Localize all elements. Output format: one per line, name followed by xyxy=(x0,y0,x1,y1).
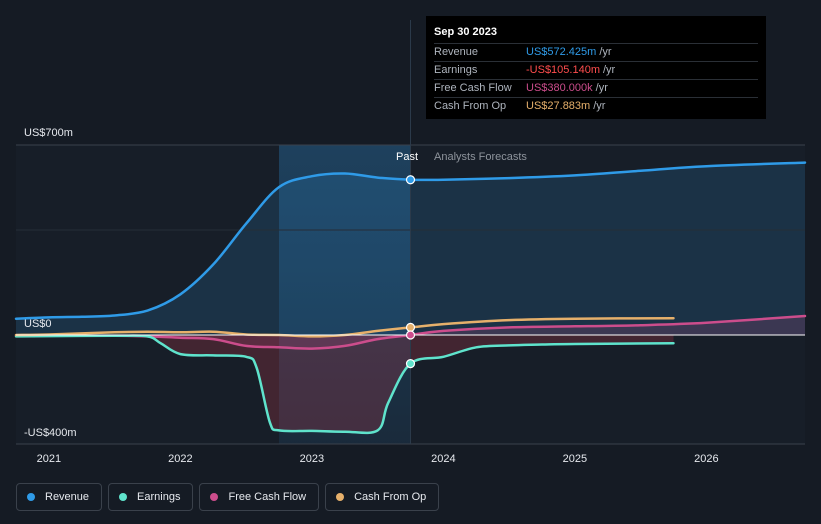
forecast-label: Analysts Forecasts xyxy=(434,151,527,163)
legend-label: Free Cash Flow xyxy=(228,491,307,503)
x-tick-label: 2025 xyxy=(563,453,587,465)
area-earnings xyxy=(16,335,674,433)
area-free-cash-flow xyxy=(16,316,805,349)
legend-item-cash-from-op[interactable]: Cash From Op xyxy=(325,483,440,511)
legend-label: Cash From Op xyxy=(354,491,427,503)
tooltip-unit: /yr xyxy=(595,82,608,94)
tooltip-name: Revenue xyxy=(434,46,479,58)
past-label: Past xyxy=(396,151,418,163)
y-tick-label-zero: US$0 xyxy=(24,318,52,330)
legend-item-revenue[interactable]: Revenue xyxy=(16,483,103,511)
tooltip-value: US$27.883m xyxy=(526,100,591,112)
marker-revenue xyxy=(405,175,416,185)
series-line-earnings xyxy=(14,334,675,435)
legend-dot-icon xyxy=(27,493,35,501)
tooltip: Sep 30 2023 Revenue US$572.425m /yr Earn… xyxy=(426,16,766,119)
tooltip-value: US$380.000k xyxy=(526,82,593,94)
legend-dot-icon xyxy=(210,493,219,501)
legend-label: Revenue xyxy=(45,491,90,503)
x-tick-label: 2023 xyxy=(300,453,324,465)
tooltip-value: US$572.425m xyxy=(526,46,597,58)
x-tick-label: 2024 xyxy=(431,453,455,465)
y-tick-label-top: US$700m xyxy=(24,127,73,139)
legend-item-free-cash-flow[interactable]: Free Cash Flow xyxy=(199,483,320,511)
tooltip-row-cash-from-op: Cash From Op US$27.883m /yr xyxy=(434,97,758,115)
tooltip-row-revenue: Revenue US$572.425m /yr xyxy=(434,43,758,61)
tooltip-name: Earnings xyxy=(434,64,478,76)
x-tick-label: 2026 xyxy=(694,453,718,465)
legend-dot-icon xyxy=(119,493,128,501)
tooltip-name: Free Cash Flow xyxy=(434,82,512,94)
tooltip-row-free-cash-flow: Free Cash Flow US$380.000k /yr xyxy=(434,79,758,97)
tooltip-row-earnings: Earnings -US$105.140m /yr xyxy=(434,61,758,79)
tooltip-unit: /yr xyxy=(593,100,606,112)
tooltip-date: Sep 30 2023 xyxy=(434,26,497,38)
tooltip-name: Cash From Op xyxy=(434,100,507,112)
x-tick-label: 2022 xyxy=(168,453,192,465)
series-line-revenue xyxy=(14,161,807,320)
series-line-cash-from-op xyxy=(14,316,675,338)
y-tick-label-bottom: -US$400m xyxy=(24,427,77,439)
past-region xyxy=(279,145,411,444)
tooltip-unit: /yr xyxy=(603,64,616,76)
legend-label: Earnings xyxy=(137,491,181,503)
tooltip-unit: /yr xyxy=(599,46,612,58)
x-tick-label: 2021 xyxy=(37,453,61,465)
legend: Revenue Earnings Free Cash Flow Cash Fro… xyxy=(16,483,440,511)
marker-earnings xyxy=(405,359,416,369)
legend-dot-icon xyxy=(336,493,345,501)
legend-item-earnings[interactable]: Earnings xyxy=(108,483,194,511)
marker-free-cash-flow xyxy=(405,330,416,340)
tooltip-value: -US$105.140m xyxy=(526,64,600,76)
marker-cash-from-op xyxy=(405,322,416,332)
